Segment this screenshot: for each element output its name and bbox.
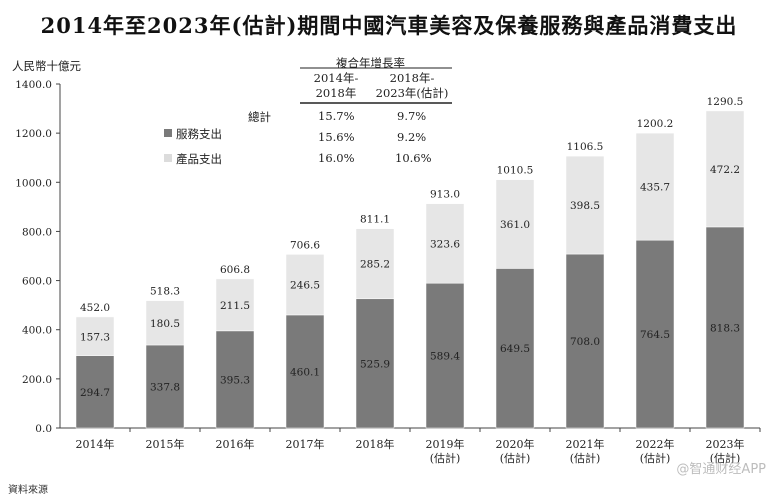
data-label-service: 708.0 [570, 336, 600, 348]
x-tick-label: 2022年 [636, 437, 675, 451]
data-label-service: 395.3 [220, 374, 250, 386]
cagr-row-total-v2: 9.7% [397, 109, 427, 123]
legend-label-product: 產品支出 [176, 152, 222, 166]
data-label-product: 435.7 [640, 182, 670, 194]
y-tick-label: 400.0 [22, 325, 52, 337]
data-label-total: 518.3 [150, 286, 180, 298]
y-tick-label: 0.0 [35, 423, 52, 435]
y-tick-label: 1000.0 [15, 177, 52, 189]
bar-segment-product [215, 278, 255, 332]
data-label-total: 1106.5 [567, 141, 604, 153]
data-label-total: 452.0 [80, 302, 110, 314]
y-tick-label: 800.0 [22, 226, 52, 238]
data-label-total: 1010.5 [497, 165, 534, 177]
bar-segment-service [565, 253, 605, 429]
y-tick-label: 1200.0 [15, 128, 52, 140]
cagr-row-product-v2: 10.6% [395, 151, 432, 165]
bar-segment-product [495, 179, 535, 269]
bar-segment-service [425, 282, 465, 429]
data-label-service: 294.7 [80, 387, 110, 399]
legend-swatch-service [164, 129, 172, 137]
cagr-row-total-label: 總計 [248, 110, 271, 124]
data-label-product: 211.5 [220, 300, 250, 312]
data-label-total: 1290.5 [707, 96, 744, 108]
data-label-total: 913.0 [430, 189, 460, 201]
data-label-product: 361.0 [500, 219, 530, 231]
x-tick-label: 2018年 [356, 437, 395, 451]
y-axis-unit-label: 人民幣十億元 [12, 59, 81, 73]
x-tick-label: 2019年 [426, 437, 465, 451]
bar-segment-product [635, 132, 675, 241]
legend-label-service: 服務支出 [176, 127, 222, 141]
x-tick-label: 2014年 [76, 437, 115, 451]
cagr-col2-header: 2018年- 2023年(估計) [375, 71, 449, 100]
x-tick-sublabel: (估計) [500, 451, 531, 465]
data-label-service: 589.4 [430, 351, 460, 363]
watermark: @智通财经APP [676, 462, 766, 477]
bar-segment-service [355, 298, 395, 429]
cagr-row-service-v2: 9.2% [397, 130, 427, 144]
bar-segment-product [425, 203, 465, 284]
legend-swatch-product [164, 154, 172, 162]
bar-segment-product [75, 316, 115, 356]
bar-segment-service [145, 344, 185, 429]
cagr-header: 複合年增長率 [336, 56, 405, 70]
data-label-service: 525.9 [360, 358, 390, 370]
bar-segment-service [285, 314, 325, 429]
y-tick-label: 600.0 [22, 276, 52, 288]
bar-segment-product [355, 228, 395, 300]
x-tick-sublabel: (估計) [640, 451, 671, 465]
cagr-col1-header: 2014年- 2018年 [313, 71, 359, 100]
bar-segment-service [215, 330, 255, 429]
bar-segment-service [495, 268, 535, 429]
data-label-product: 472.2 [710, 164, 740, 176]
data-label-service: 818.3 [710, 322, 740, 334]
cagr-row-product-v1: 16.0% [318, 151, 355, 165]
y-tick-label: 200.0 [22, 374, 52, 386]
data-label-service: 337.8 [150, 381, 180, 393]
cagr-row-total-v1: 15.7% [318, 109, 355, 123]
x-tick-label: 2021年 [566, 437, 605, 451]
x-tick-label: 2016年 [216, 437, 255, 451]
bar-segment-product [145, 300, 185, 346]
data-label-service: 764.5 [640, 329, 670, 341]
data-label-service: 460.1 [290, 366, 320, 378]
bar-segment-product [285, 254, 325, 316]
data-label-product: 285.2 [360, 259, 390, 271]
data-label-product: 157.3 [80, 331, 110, 343]
x-tick-sublabel: (估計) [710, 451, 741, 465]
bar-segment-service [635, 239, 675, 429]
x-tick-label: 2017年 [286, 437, 325, 451]
data-label-total: 811.1 [360, 214, 390, 226]
y-tick-label: 1400.0 [15, 79, 52, 91]
data-label-product: 180.5 [150, 318, 180, 330]
x-tick-label: 2015年 [146, 437, 185, 451]
bar-segment-product [565, 155, 605, 255]
x-tick-sublabel: (估計) [430, 451, 461, 465]
chart-title: 2014年至2023年(估計)期間中國汽車美容及保養服務與產品消費支出 [40, 13, 738, 38]
x-tick-label: 2020年 [496, 437, 535, 451]
data-label-product: 398.5 [570, 200, 600, 212]
x-tick-label: 2023年 [706, 437, 745, 451]
bar-segment-product [705, 110, 745, 228]
data-label-product: 246.5 [290, 280, 320, 292]
data-label-service: 649.5 [500, 343, 530, 355]
data-label-total: 706.6 [290, 239, 320, 251]
x-tick-sublabel: (估計) [570, 451, 601, 465]
data-label-product: 323.6 [430, 238, 460, 250]
data-label-total: 606.8 [220, 264, 250, 276]
cagr-row-service-v1: 15.6% [318, 130, 355, 144]
footer-source: 資料來源 [8, 485, 48, 496]
data-label-total: 1200.2 [637, 118, 674, 130]
bar-segment-service [75, 355, 115, 429]
